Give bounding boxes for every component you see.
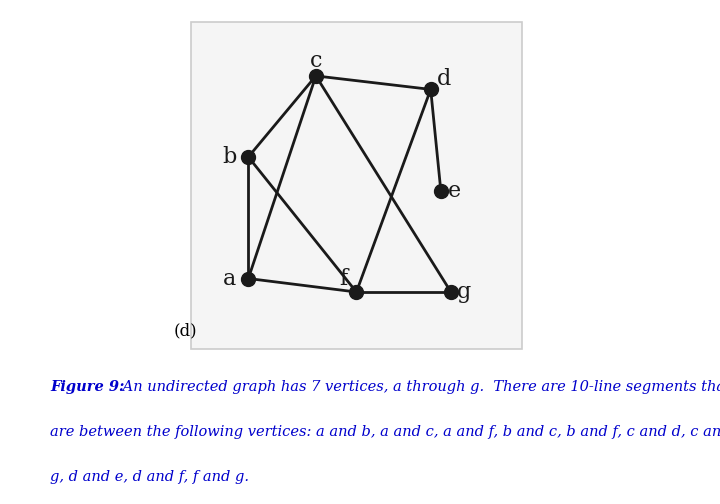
Text: Figure 9:: Figure 9: [50, 380, 130, 394]
Text: e: e [448, 180, 461, 202]
Text: are between the following vertices: a and b, a and c, a and f, b and c, b and f,: are between the following vertices: a an… [50, 425, 720, 439]
Text: An undirected graph has 7 vertices, a through g.  There are 10-line segments tha: An undirected graph has 7 vertices, a th… [118, 380, 720, 394]
Text: a: a [223, 268, 236, 289]
Text: (d): (d) [174, 322, 198, 339]
Text: g, d and e, d and f, f and g.: g, d and e, d and f, f and g. [50, 470, 249, 484]
Text: b: b [222, 146, 237, 168]
Text: d: d [437, 68, 451, 90]
FancyBboxPatch shape [191, 22, 522, 349]
Text: c: c [310, 50, 322, 72]
Text: f: f [339, 268, 347, 289]
Text: g: g [457, 281, 472, 303]
